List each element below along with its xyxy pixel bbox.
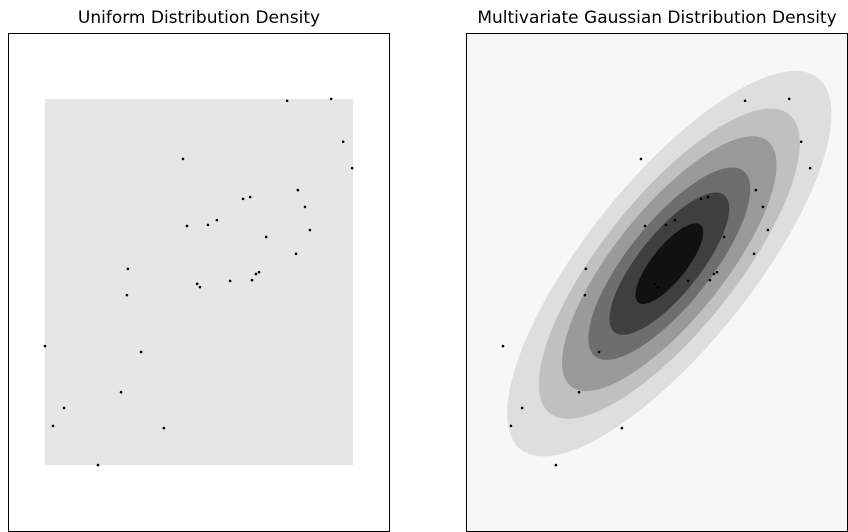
data-point [708,278,712,282]
data-point [577,390,581,394]
data-point [350,166,354,170]
data-point [766,228,770,232]
data-point [699,197,703,201]
data-point [597,350,601,354]
data-point [620,426,624,430]
data-point [241,197,245,201]
data-point [761,205,765,209]
data-point [706,195,710,199]
data-point [686,279,690,283]
data-point [799,140,803,144]
data-point [248,195,252,199]
data-point [294,252,298,256]
data-point [501,344,505,348]
data-point [639,157,643,161]
data-point [96,463,100,467]
data-point [215,218,219,222]
data-point [139,350,143,354]
data-point [752,252,756,256]
uniform-support [44,98,354,466]
data-point [62,406,66,410]
data-point [206,223,210,227]
data-point [308,228,312,232]
data-point [181,157,185,161]
data-point [509,424,513,428]
data-point [341,140,345,144]
data-point [583,293,587,297]
data-point [198,285,202,289]
data-point [257,270,261,274]
data-point [673,218,677,222]
data-point [195,282,199,286]
data-point [264,235,268,239]
data-point [250,278,254,282]
plot-area [466,33,848,531]
data-point [722,235,726,239]
data-point [653,282,657,286]
data-point [254,272,258,276]
data-point [303,205,307,209]
data-point [125,293,129,297]
chart-title: Uniform Distribution Density [78,8,320,28]
data-point [119,390,123,394]
data-point [754,188,758,192]
data-point [808,166,812,170]
data-point [126,267,130,271]
data-point [656,285,660,289]
data-point [715,270,719,274]
data-point [712,272,716,276]
data-point [296,188,300,192]
data-point [43,344,47,348]
data-point [329,97,333,101]
plot-area [8,33,390,531]
data-point [554,463,558,467]
data-point [743,99,747,103]
data-point [185,224,189,228]
data-point [584,267,588,271]
data-point [162,426,166,430]
data-point [51,424,55,428]
data-point [228,279,232,283]
chart-title: Multivariate Gaussian Distribution Densi… [477,8,836,28]
data-point [664,223,668,227]
density-contour [635,223,704,304]
data-point [643,224,647,228]
data-point [520,406,524,410]
data-point [787,97,791,101]
data-point [285,99,289,103]
